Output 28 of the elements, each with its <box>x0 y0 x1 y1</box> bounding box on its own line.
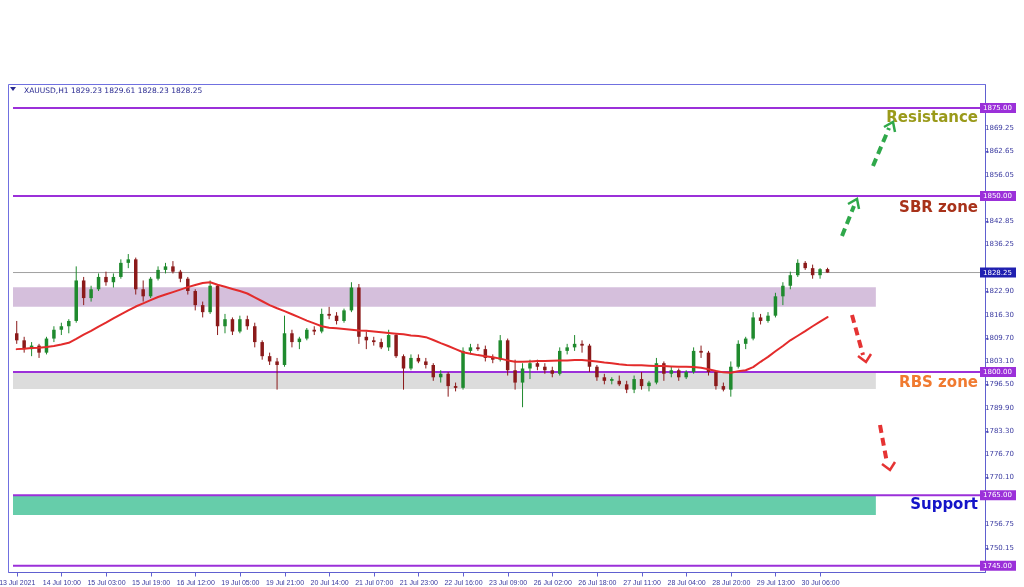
text: RBS zone <box>899 373 978 391</box>
candlestick <box>275 357 279 391</box>
candlestick <box>818 267 822 280</box>
candlestick <box>498 334 502 362</box>
candlestick <box>260 339 264 361</box>
candlestick <box>446 371 450 398</box>
candlestick <box>520 362 525 408</box>
candlestick <box>729 360 733 398</box>
candlestick <box>223 313 227 334</box>
text: SBR zone <box>899 198 978 216</box>
text: Support <box>910 495 978 513</box>
candlestick <box>119 258 123 280</box>
candlestick <box>766 311 770 324</box>
candlestick <box>647 380 651 392</box>
text: Resistance <box>886 108 978 126</box>
candlestick <box>699 345 703 359</box>
candlestick <box>751 311 755 341</box>
candlestick <box>104 271 108 287</box>
candlestick <box>253 322 257 348</box>
candlestick <box>171 260 175 274</box>
candlestick <box>327 306 331 320</box>
candlestick <box>394 332 398 359</box>
candlestick <box>141 279 145 303</box>
candlestick <box>513 359 517 391</box>
candlestick <box>580 339 584 354</box>
candlestick <box>476 343 480 352</box>
candlestick <box>193 288 197 311</box>
candlestick <box>781 281 785 306</box>
